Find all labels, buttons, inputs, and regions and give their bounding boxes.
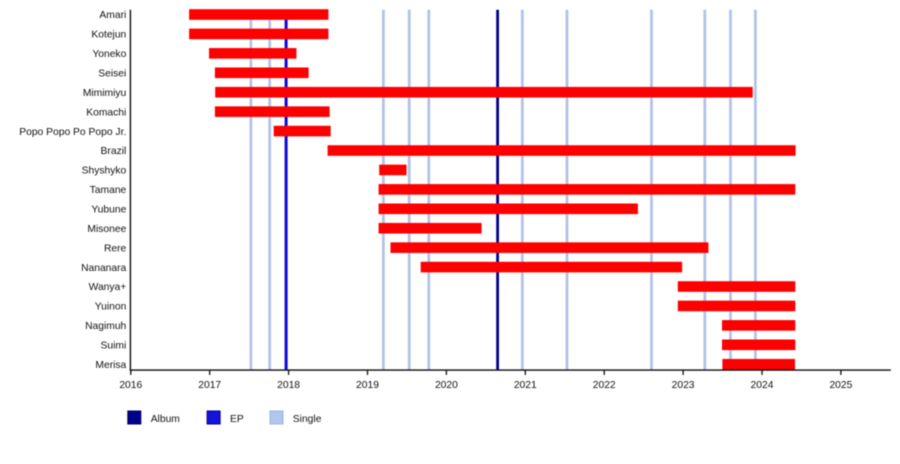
svg-text:Brazil: Brazil [101,146,127,157]
svg-text:2025: 2025 [829,380,852,391]
svg-text:Shyshyko: Shyshyko [82,166,127,177]
svg-text:Nagimuh: Nagimuh [85,321,126,332]
svg-text:Misonee: Misonee [87,224,126,235]
svg-text:2022: 2022 [593,380,616,391]
svg-text:2020: 2020 [435,380,458,391]
svg-text:2021: 2021 [514,380,537,391]
svg-text:Rere: Rere [104,243,127,254]
svg-text:Seisei: Seisei [98,68,126,79]
svg-text:2017: 2017 [198,380,221,391]
svg-text:Single: Single [293,414,322,425]
svg-text:Yubune: Yubune [91,205,126,216]
svg-text:Album: Album [151,414,180,425]
svg-text:Yuinon: Yuinon [95,302,127,313]
svg-text:2024: 2024 [751,380,774,391]
svg-text:Merisa: Merisa [95,360,126,371]
svg-text:Komachi: Komachi [86,107,126,118]
svg-text:Suimi: Suimi [101,341,127,352]
svg-text:Tamane: Tamane [90,185,127,196]
svg-text:2016: 2016 [119,380,142,391]
svg-text:2023: 2023 [672,380,695,391]
svg-text:EP: EP [230,414,244,425]
svg-text:Yoneko: Yoneko [92,49,126,60]
svg-text:Nananara: Nananara [81,263,126,274]
svg-text:Mimimiyu: Mimimiyu [83,88,127,99]
svg-text:2018: 2018 [277,380,300,391]
svg-text:2019: 2019 [356,380,379,391]
svg-text:Popo Popo Po Popo Jr.: Popo Popo Po Popo Jr. [19,127,126,138]
svg-text:Wanya+: Wanya+ [89,282,127,293]
svg-text:Kotejun: Kotejun [91,30,126,41]
svg-text:Amari: Amari [99,10,126,21]
